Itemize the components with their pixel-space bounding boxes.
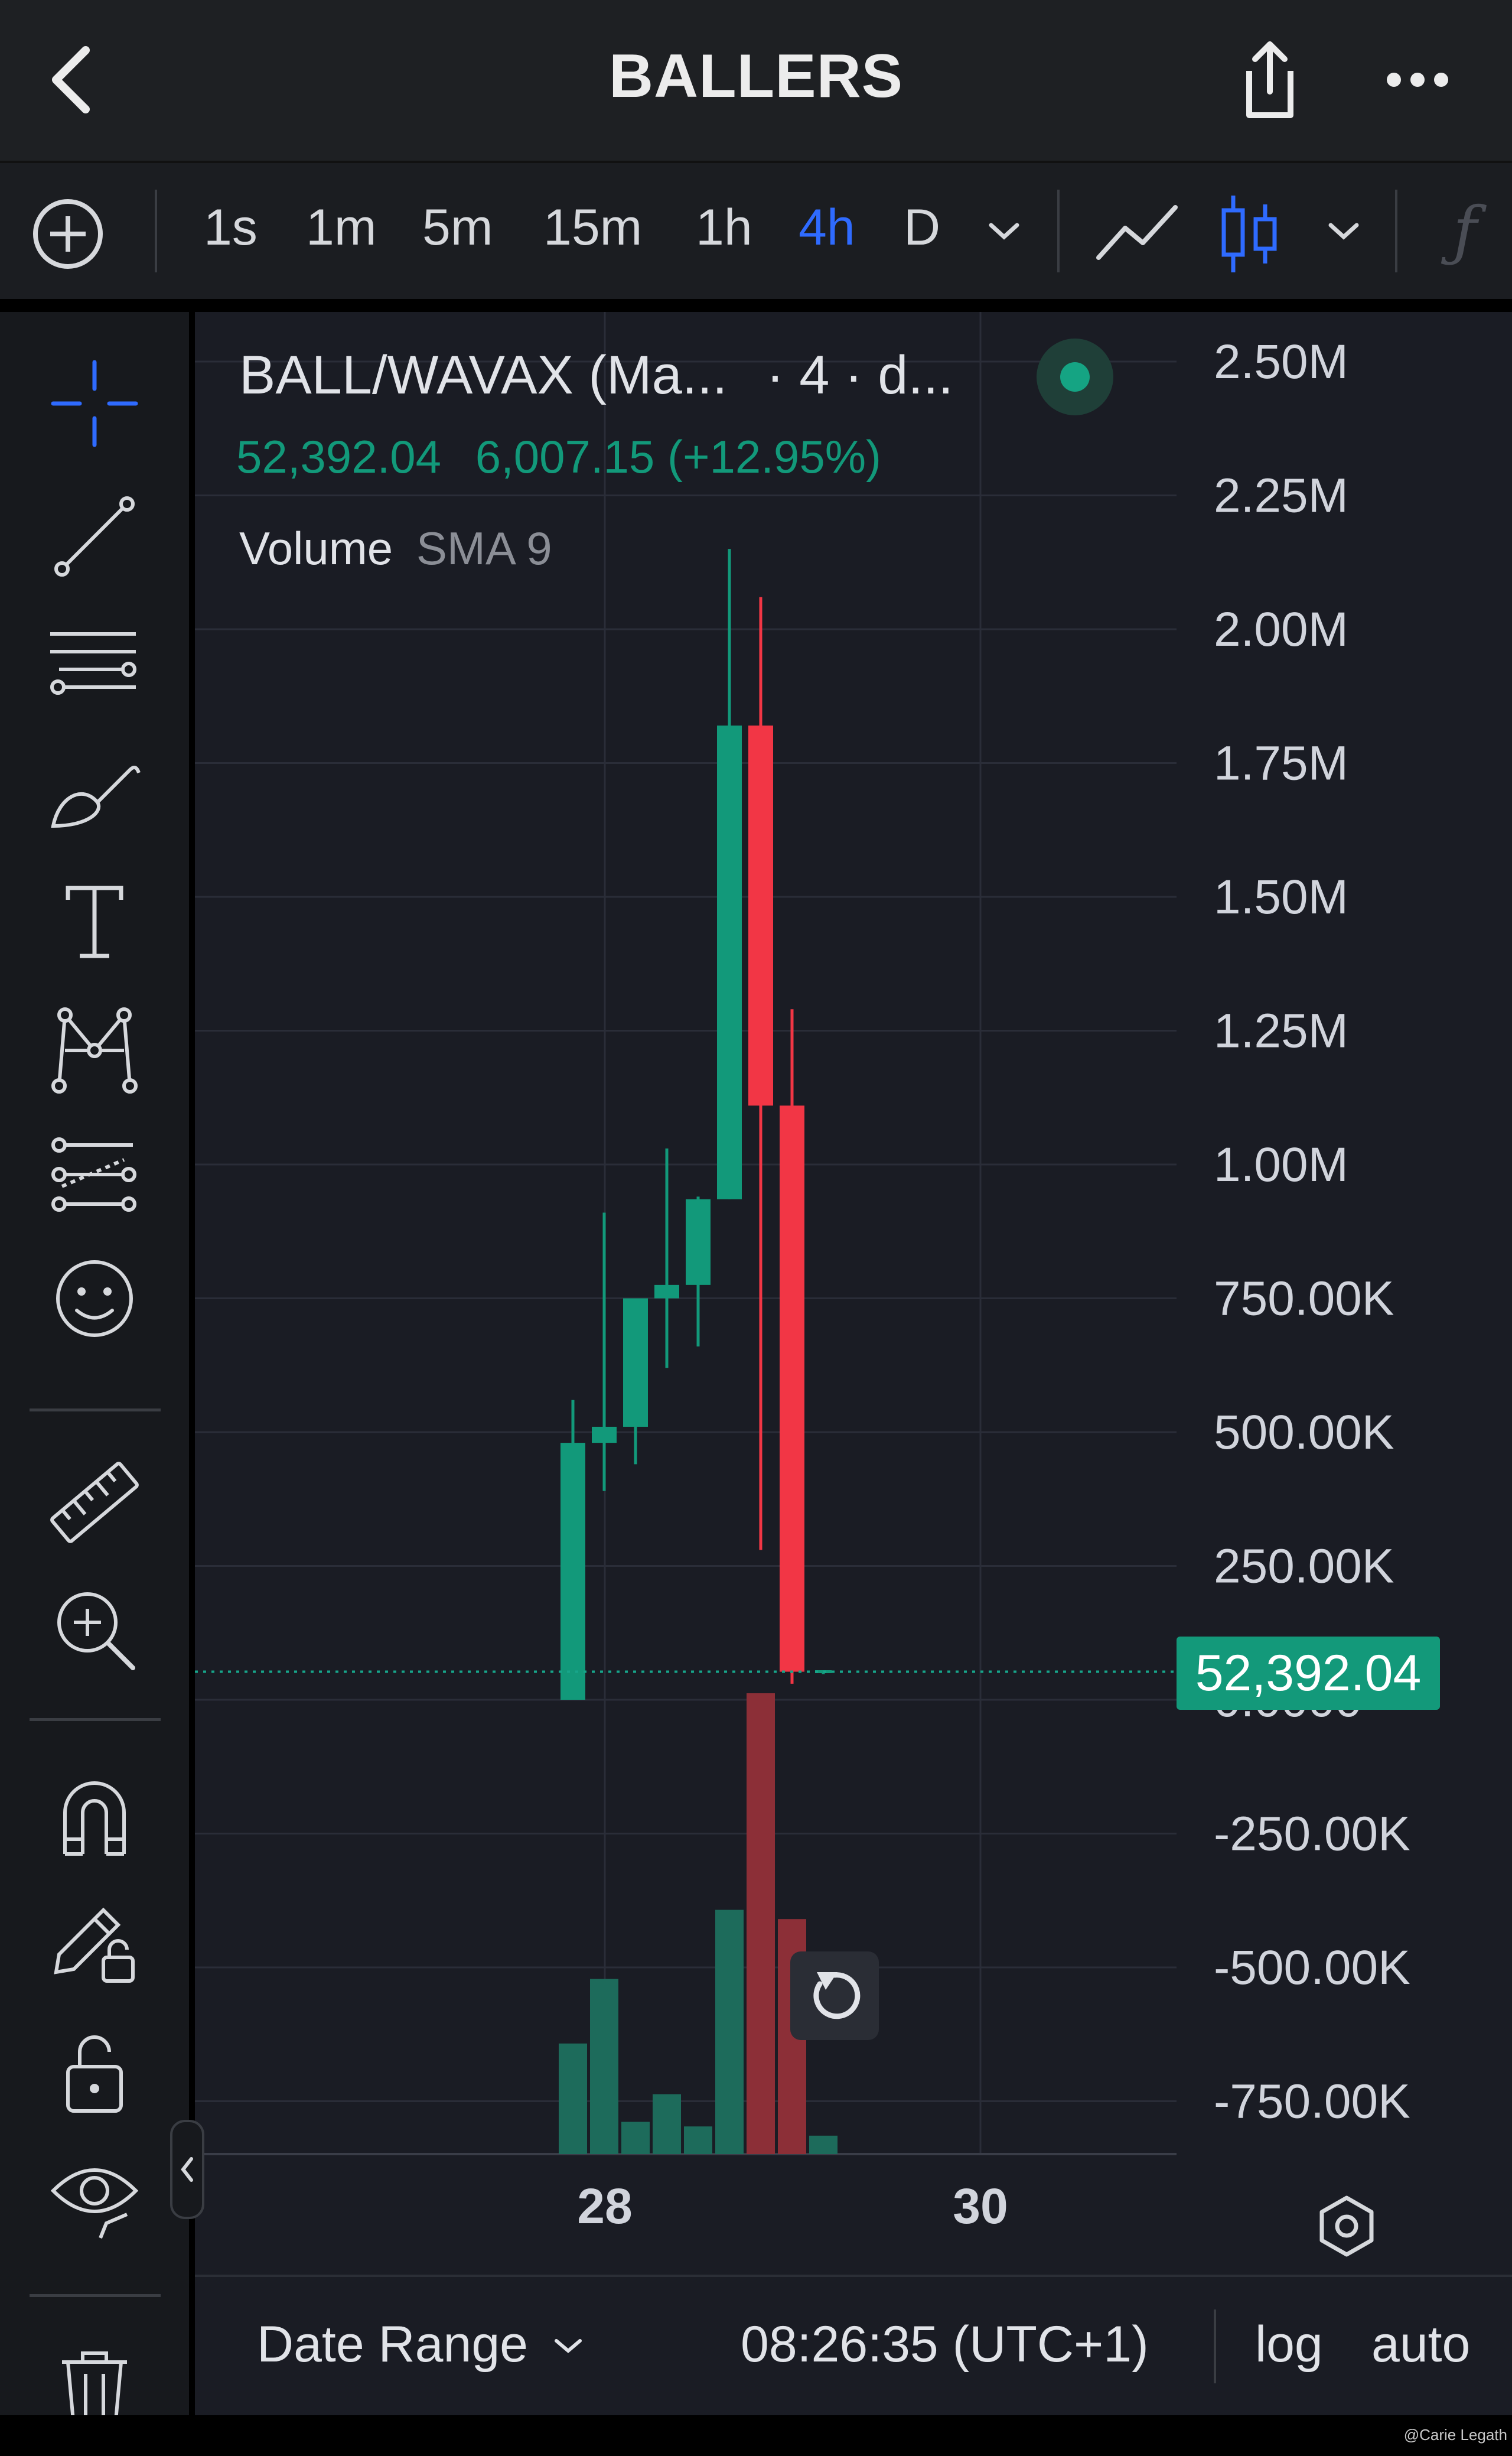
more-options-icon[interactable]: [1376, 53, 1459, 106]
log-scale-toggle[interactable]: log: [1255, 2316, 1323, 2373]
reset-chart-button[interactable]: [790, 1951, 879, 2040]
trend-line-icon[interactable]: [47, 489, 142, 584]
magnet-icon[interactable]: [47, 1768, 142, 1863]
page-title: BALLERS: [608, 42, 904, 110]
timeframe-5m[interactable]: 5m: [422, 199, 493, 256]
lock-drawings-icon[interactable]: [47, 1895, 142, 1990]
y-axis-label: -500.00K: [1214, 1941, 1410, 1995]
eye-icon[interactable]: [47, 2149, 142, 2244]
chart-toolbar: 1s 1m 5m 15m 1h 4h D ƒ: [0, 163, 1512, 299]
date-range-label: Date Range: [257, 2316, 528, 2373]
emoji-icon[interactable]: [47, 1251, 142, 1346]
chevron-down-icon[interactable]: [986, 216, 1022, 246]
volume-bar: [653, 2094, 681, 2154]
candlestick-chart-icon[interactable]: [1217, 190, 1282, 278]
x-axis-label: 30: [953, 2178, 1008, 2234]
y-axis-label: 2.00M: [1214, 603, 1348, 656]
volume-bar: [809, 2135, 838, 2154]
y-axis-label: 750.00K: [1214, 1272, 1394, 1326]
y-axis-label: -250.00K: [1214, 1807, 1410, 1861]
toolbar-divider: [1057, 190, 1060, 272]
y-axis-label: 1.25M: [1214, 1004, 1348, 1058]
drawing-toolbar: [0, 312, 189, 2429]
y-axis-label: 1.50M: [1214, 870, 1348, 924]
add-indicator-icon[interactable]: [30, 196, 106, 272]
volume-bar: [559, 2043, 587, 2154]
app-header: BALLERS: [0, 0, 1512, 163]
market-status-indicator: [1037, 339, 1113, 415]
chart-settings-icon[interactable]: [1311, 2191, 1382, 2262]
volume-bar: [684, 2126, 712, 2154]
candle-body: [686, 1199, 711, 1285]
timeframe-1h[interactable]: 1h: [696, 199, 752, 256]
line-chart-icon[interactable]: [1093, 196, 1181, 272]
volume-bar: [621, 2122, 650, 2154]
candle-body: [780, 1105, 804, 1672]
chevron-down-icon: [554, 2339, 582, 2353]
footer: @Carie Legath: [0, 2415, 1512, 2456]
indicator-params: SMA 9: [416, 522, 552, 574]
zoom-in-icon[interactable]: [47, 1582, 142, 1677]
volume-bar: [747, 1693, 775, 2154]
candle-body: [623, 1298, 648, 1427]
collapse-toolbar-handle[interactable]: [170, 2120, 204, 2219]
share-icon[interactable]: [1228, 35, 1311, 124]
candle-body: [654, 1284, 679, 1299]
price-change: 6,007.15 (+12.95%): [475, 431, 882, 483]
timeframe-d[interactable]: D: [904, 199, 941, 256]
current-price-label: 52,392.04: [1177, 1637, 1440, 1710]
volume-bar: [590, 1979, 618, 2154]
indicator-name[interactable]: Volume: [239, 522, 393, 574]
candle-body: [717, 726, 742, 1199]
toolbar-divider: [155, 190, 157, 272]
toolbar-divider: [30, 2294, 161, 2297]
chevron-down-icon[interactable]: [1326, 216, 1361, 246]
chart-panel[interactable]: 2.50M 2.25M 2.00M 1.75M 1.50M 1.25M 1.00M 750.0…: [170, 312, 1512, 2415]
y-axis-label: 1.75M: [1214, 737, 1348, 791]
toolbar-divider: [30, 1718, 161, 1721]
interval-label: · 4 · d...: [766, 345, 954, 405]
bottom-divider: [1214, 2309, 1216, 2383]
candle-body: [592, 1426, 617, 1443]
y-axis-label: 250.00K: [1214, 1540, 1394, 1593]
timeframe-4h[interactable]: 4h: [799, 199, 855, 256]
timeframe-1s[interactable]: 1s: [204, 199, 258, 256]
back-arrow-icon[interactable]: [41, 35, 112, 124]
text-tool-icon[interactable]: [47, 873, 142, 968]
toolbar-divider: [1395, 190, 1397, 272]
date-range-dropdown[interactable]: Date Range: [257, 2315, 586, 2374]
y-axis-label: 1.00M: [1214, 1138, 1348, 1192]
ruler-icon[interactable]: [47, 1455, 142, 1550]
y-axis-label: 500.00K: [1214, 1406, 1394, 1459]
y-axis-label: 2.50M: [1214, 335, 1348, 389]
clock-timezone[interactable]: 08:26:35 (UTC+1): [741, 2316, 1149, 2373]
auto-scale-toggle[interactable]: auto: [1371, 2316, 1471, 2373]
brush-icon[interactable]: [47, 743, 142, 838]
volume-bar: [715, 1910, 744, 2154]
chevron-left-icon: [181, 2157, 193, 2182]
pattern-tool-icon[interactable]: [47, 1000, 142, 1095]
function-icon[interactable]: ƒ: [1453, 193, 1477, 268]
price-chart[interactable]: 2.50M 2.25M 2.00M 1.75M 1.50M 1.25M 1.00M 750.0…: [195, 312, 1512, 2415]
reset-icon: [813, 1972, 861, 2019]
forecast-tool-icon[interactable]: [47, 1127, 142, 1222]
timeframe-15m[interactable]: 15m: [543, 199, 643, 256]
x-axis-label: 28: [577, 2178, 632, 2234]
timeframe-1m[interactable]: 1m: [306, 199, 377, 256]
chart-bottom-bar: Date Range 08:26:35 (UTC+1) log auto: [195, 2275, 1512, 2416]
y-axis-label: -750.00K: [1214, 2075, 1410, 2129]
fib-retracement-icon[interactable]: [47, 613, 142, 708]
candle-body: [561, 1443, 585, 1700]
watermark: @Carie Legath: [1403, 2426, 1507, 2444]
toolbar-divider: [30, 1408, 161, 1411]
y-axis-label: 2.25M: [1214, 469, 1348, 523]
lock-icon[interactable]: [47, 2022, 142, 2117]
candle-body: [748, 726, 773, 1106]
last-price: 52,392.04: [236, 431, 442, 483]
crosshair-icon[interactable]: [47, 356, 142, 451]
symbol-name[interactable]: BALL/WAVAX (Ma...: [239, 345, 728, 405]
